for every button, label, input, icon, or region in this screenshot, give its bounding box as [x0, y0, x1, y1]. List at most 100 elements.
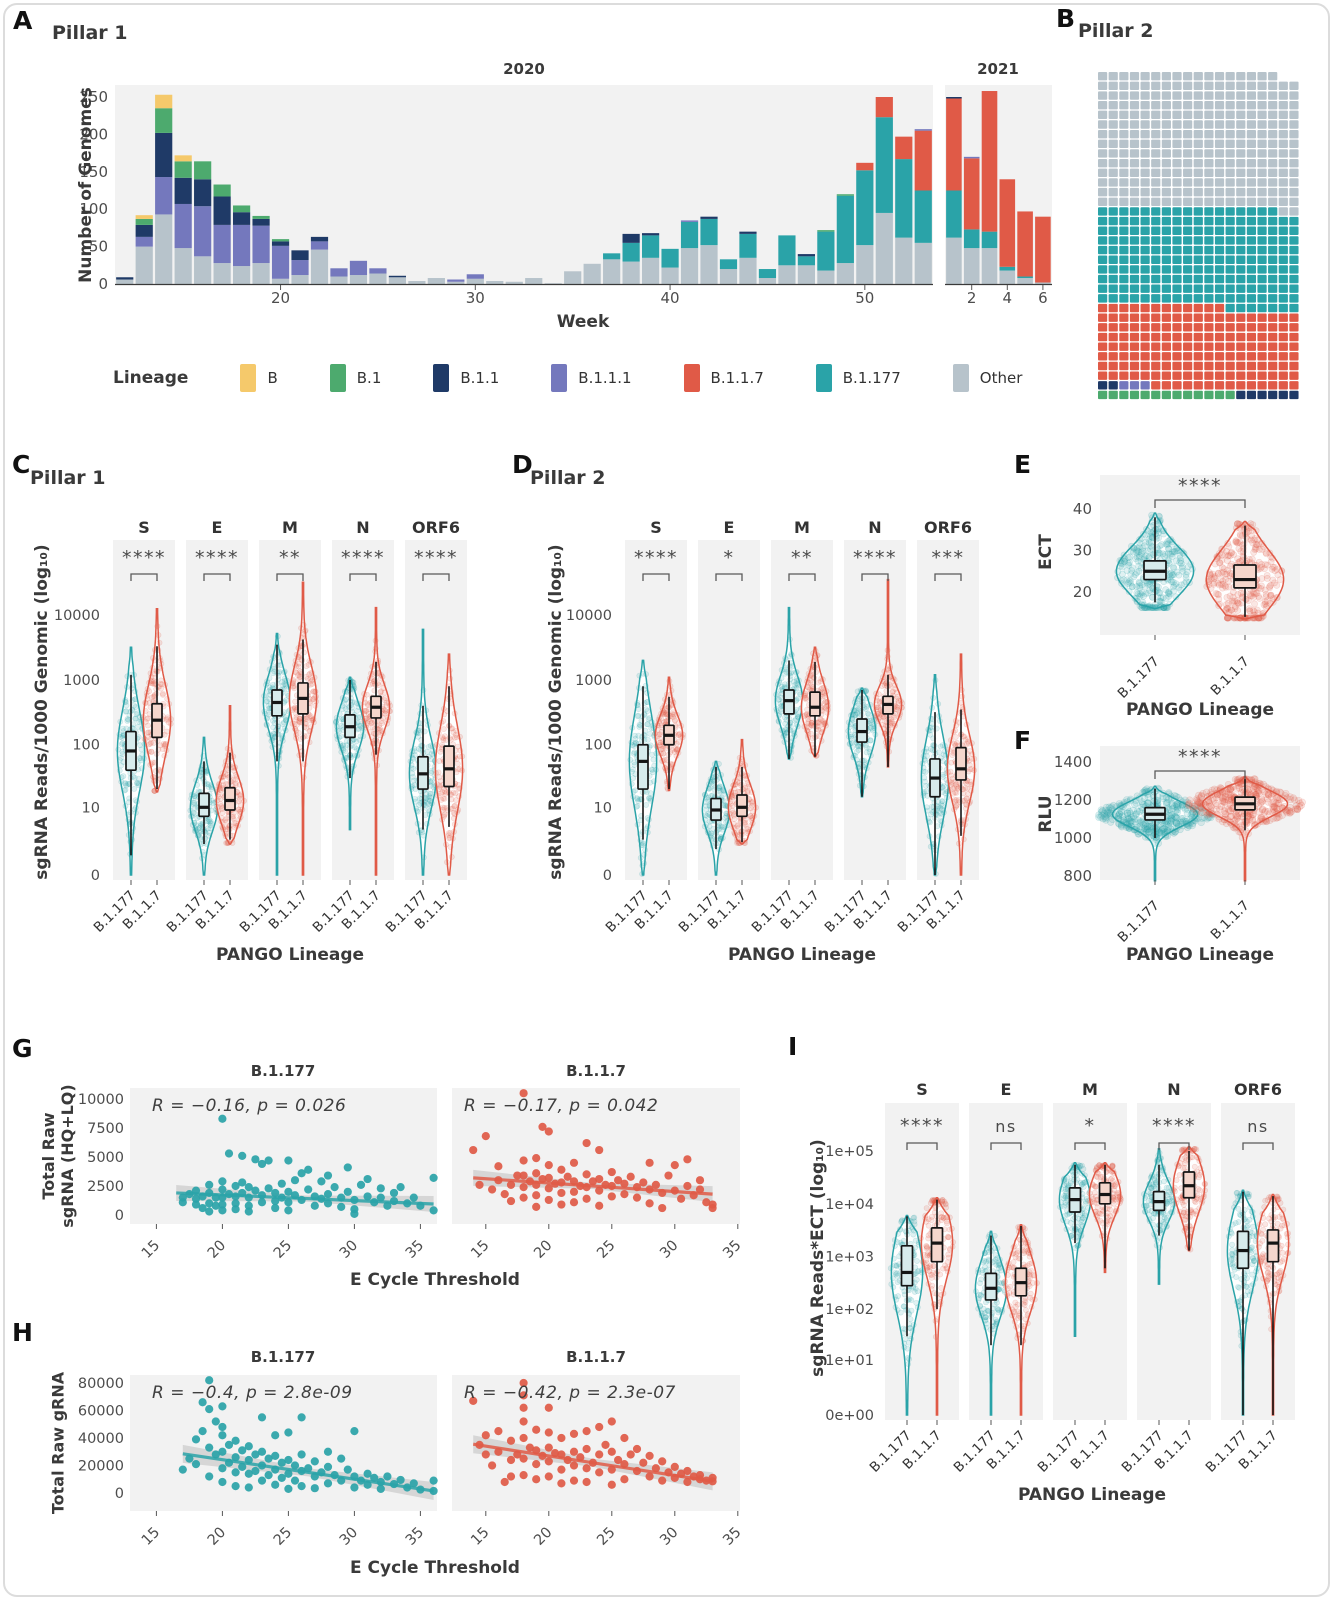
- svg-text:0: 0: [98, 275, 108, 293]
- svg-text:40: 40: [661, 289, 680, 307]
- legend-swatch: [815, 364, 832, 392]
- panel-d-violins: 010100100010000S****B.1.177B.1.1.7E*B.1.…: [566, 518, 979, 936]
- lineage-legend: Lineage B B.1 B.1.1 B.1.1.1 B.1.1.7 B.1.177 Oth…: [113, 364, 1043, 392]
- svg-text:ORF6: ORF6: [412, 518, 460, 537]
- panel-c-title: Pillar 1: [30, 467, 106, 489]
- panel-i-ylabel: sgRNA Reads*ECT (log₁₀): [808, 1139, 828, 1377]
- panel-i-xlabel: PANGO Lineage: [1017, 1485, 1167, 1505]
- panel-h-letter: H: [12, 1318, 33, 1347]
- svg-text:E: E: [212, 518, 223, 537]
- svg-text:100: 100: [584, 738, 612, 754]
- panel-c-ylabel: sgRNA Reads/1000 Genomic (log₁₀): [32, 544, 52, 880]
- panel-h-ylabel: Total Raw gRNA: [48, 1371, 68, 1515]
- panel-a-bar-chart: 0 50 100 150 200 250 20 30 40 50 2 4 6: [79, 85, 1052, 307]
- svg-text:N: N: [1167, 1080, 1180, 1099]
- legend-item-B.1: B.1: [329, 364, 382, 392]
- svg-text:50: 50: [89, 238, 108, 256]
- legend-swatch: [551, 364, 568, 392]
- legend-title: Lineage: [113, 368, 189, 388]
- legend-swatch: [683, 364, 700, 392]
- svg-text:S: S: [138, 518, 150, 537]
- legend-label: B.1.177: [842, 369, 901, 387]
- panel-b-title: Pillar 2: [1078, 20, 1154, 42]
- svg-text:****: ****: [341, 547, 385, 569]
- svg-text:1000: 1000: [575, 673, 612, 689]
- svg-text:N: N: [356, 518, 369, 537]
- legend-label: B.1.1.7: [710, 369, 764, 387]
- svg-text:****: ****: [122, 547, 166, 569]
- svg-text:**: **: [279, 547, 301, 569]
- panel-a-ylabel: Number of Genomes: [76, 87, 96, 283]
- panel-g-xlabel: E Cycle Threshold: [350, 1270, 520, 1290]
- svg-text:*: *: [724, 547, 735, 569]
- figure-border: [3, 3, 1330, 1597]
- svg-text:ORF6: ORF6: [924, 518, 972, 537]
- svg-text:1e+03: 1e+03: [825, 1250, 874, 1266]
- svg-text:****: ****: [900, 1115, 944, 1137]
- legend-item-Other: Other: [952, 364, 1023, 392]
- svg-text:ORF6: ORF6: [1234, 1080, 1282, 1099]
- panel-a-letter: A: [13, 6, 33, 35]
- panel-h-r-annotation-teal: R = −0.4, p = 2.8e-09: [152, 1383, 353, 1403]
- panel-g-facet-b1177: B.1.177: [250, 1062, 316, 1080]
- legend-label: B.1: [356, 369, 382, 387]
- svg-text:10: 10: [82, 800, 100, 816]
- panel-g-r-annotation-teal: R = −0.16, p = 0.026: [152, 1096, 347, 1116]
- svg-text:150: 150: [79, 163, 108, 181]
- panel-b-waffle: [1098, 72, 1299, 400]
- panel-a-facet-2020: 2020: [503, 60, 545, 78]
- panel-i-letter: I: [788, 1032, 798, 1061]
- panel-c-violins: 010100100010000S****B.1.177B.1.1.7E****B…: [54, 518, 467, 936]
- svg-text:****: ****: [1152, 1115, 1196, 1137]
- svg-text:10: 10: [594, 800, 612, 816]
- svg-text:1000: 1000: [63, 673, 100, 689]
- legend-label: B.1.1: [460, 369, 500, 387]
- svg-text:30: 30: [466, 289, 485, 307]
- svg-text:E: E: [724, 518, 735, 537]
- svg-text:4: 4: [1003, 289, 1013, 307]
- svg-text:50: 50: [855, 289, 874, 307]
- legend-label: B.1.1.1: [578, 369, 632, 387]
- svg-text:E: E: [1001, 1080, 1012, 1099]
- legend-label: Other: [979, 369, 1023, 387]
- svg-text:****: ****: [414, 547, 458, 569]
- legend-item-B.1.177: B.1.177: [815, 364, 901, 392]
- legend-item-B.1.1.7: B.1.1.7: [683, 364, 764, 392]
- panel-f-letter: F: [1014, 726, 1032, 755]
- svg-text:2: 2: [967, 289, 977, 307]
- svg-text:S: S: [650, 518, 662, 537]
- svg-text:0: 0: [91, 868, 100, 884]
- legend-item-B.1.1: B.1.1: [433, 364, 499, 392]
- legend-swatch: [240, 364, 257, 392]
- legend-label: B: [267, 369, 278, 387]
- svg-text:100: 100: [72, 738, 100, 754]
- panel-h-facet-b1177: B.1.177: [250, 1348, 316, 1366]
- panel-d-title: Pillar 2: [530, 467, 606, 489]
- panel-e-xlabel: PANGO Lineage: [1125, 700, 1275, 720]
- panel-g-letter: G: [12, 1034, 33, 1063]
- panel-a-title: Pillar 1: [52, 22, 128, 44]
- legend-swatch: [329, 364, 346, 392]
- panel-g-ylabel-line2: sgRNA (HQ+LQ): [58, 1084, 77, 1228]
- svg-text:0e+00: 0e+00: [825, 1408, 874, 1424]
- svg-text:1e+04: 1e+04: [825, 1197, 874, 1213]
- panel-a-xlabel: Week: [556, 312, 610, 332]
- svg-text:***: ***: [932, 547, 965, 569]
- panel-g-r-annotation-red: R = −0.17, p = 0.042: [464, 1096, 659, 1116]
- panel-a-facet-2021: 2021: [977, 60, 1019, 78]
- panel-g-ylabel: Total Raw sgRNA (HQ+LQ): [39, 1084, 77, 1227]
- legend-item-B: B: [240, 364, 278, 392]
- panel-g-facet-b117: B.1.1.7: [566, 1062, 626, 1080]
- svg-text:****: ****: [195, 547, 239, 569]
- panel-h-r-annotation-red: R = −0.42, p = 2.3e-07: [464, 1383, 676, 1403]
- svg-text:6: 6: [1038, 289, 1048, 307]
- svg-text:10000: 10000: [54, 608, 100, 624]
- svg-text:S: S: [916, 1080, 928, 1099]
- svg-text:M: M: [794, 518, 810, 537]
- panel-e-letter: E: [1014, 450, 1032, 479]
